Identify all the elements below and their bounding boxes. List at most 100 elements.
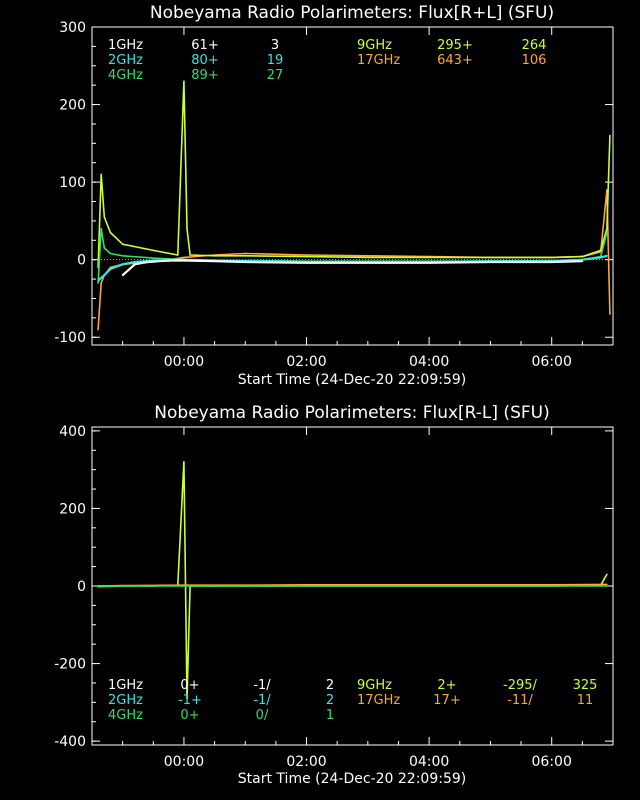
flux-sum-y-tick-label: 100 [59,175,86,191]
flux-sum-point-f9 [244,255,247,257]
flux-diff-y-tick-label: -400 [54,734,86,750]
flux-sum-legend-value: 3 [271,38,279,53]
flux-sum-point-f9 [489,256,492,259]
flux-sum-legend-freq: 1GHz [108,38,143,53]
flux-sum-point-f9 [213,255,216,257]
flux-sum-point-f17 [100,282,102,284]
flux-sum-point-f17 [244,252,247,255]
flux-sum-legend-value: 89+ [191,68,218,83]
flux-diff-panel: Nobeyama Radio Polarimeters: Flux[R-L] (… [54,403,614,787]
flux-sum-legend-freq: 17GHz [357,53,400,68]
flux-sum-point-f1 [489,261,492,263]
flux-sum-point-f4 [152,257,155,259]
flux-sum-point-f2 [134,261,136,263]
flux-diff-legend-freq: 17GHz [357,693,400,708]
flux-sum-plot-frame [91,26,614,346]
flux-diff-y-tick-label: 0 [77,579,86,595]
flux-sum-point-f17 [97,328,99,331]
flux-sum-legend-value: 295+ [437,38,473,53]
flux-diff-point-f4 [606,585,608,587]
flux-sum-point-f2 [103,274,106,276]
flux-diff-legend-value: -11/ [507,693,533,708]
flux-diff-point-f9 [606,573,608,576]
flux-sum-point-f9 [428,256,430,259]
flux-diff-point-f4 [489,585,492,587]
flux-diff-legend-freq: 9GHz [357,678,392,693]
flux-diff-legend-freq: 2GHz [108,693,143,708]
flux-diff-point-f9 [186,697,188,700]
flux-diff-point-f4 [244,585,247,587]
flux-sum-point-f1 [158,260,161,263]
flux-diff-x-label: Start Time (24-Dec-20 22:09:59) [238,771,466,787]
flux-sum-point-f9 [367,256,369,259]
flux-diff-point-f9 [183,461,185,463]
flux-diff-legend-value: 2 [326,678,334,693]
flux-diff-legend-value: -1/ [253,678,271,693]
flux-diff-x-tick-label: 06:00 [532,754,572,770]
flux-sum-panel: Nobeyama Radio Polarimeters: Flux[R+L] (… [54,3,614,388]
flux-diff-legend-value: 1 [326,708,334,723]
flux-diff-legend-value: -1/ [253,693,271,708]
flux-diff-x-tick-label: 02:00 [286,754,326,770]
flux-sum-legend-value: 80+ [191,53,218,68]
flux-diff-x-tick-label: 04:00 [409,754,449,770]
flux-sum-point-f9 [550,256,553,259]
flux-sum-point-f4 [109,252,112,255]
flux-diff-legend-value: 2 [326,693,334,708]
flux-sum-point-f1 [305,261,308,264]
flux-diff-legend-value: 2+ [437,678,456,693]
flux-sum-legend-value: 61+ [191,38,218,53]
flux-diff-series-f4 [98,585,607,588]
flux-sum-point-f9 [121,243,124,245]
flux-sum-legend-value: 27 [267,68,284,83]
flux-sum-point-f9 [189,254,191,256]
flux-diff-point-f4 [428,585,430,587]
flux-sum-point-f4 [103,247,106,249]
flux-sum-point-f9 [458,256,461,259]
flux-sum-point-f4 [100,227,102,230]
flux-diff-y-tick-label: -200 [54,657,86,673]
flux-sum-y-tick-label: 0 [77,253,86,269]
flux-sum-point-f9 [100,173,102,176]
flux-sum-point-f4 [606,231,608,234]
flux-sum-point-f17 [183,256,185,259]
flux-sum-point-f1 [170,259,173,262]
flux-diff-legend-value: 0+ [180,708,199,723]
flux-sum-point-f1 [146,261,148,263]
flux-sum-series-f9 [97,80,611,268]
flux-diff-point-f17 [606,583,608,586]
flux-sum-point-f9 [609,134,611,137]
flux-diff-legend-value: 17+ [433,693,460,708]
flux-sum-point-f1 [581,260,584,263]
flux-sum-point-f9 [305,255,308,258]
flux-sum-point-f17 [606,189,608,191]
flux-diff-point-f4 [97,585,99,588]
flux-sum-point-f17 [367,255,369,257]
flux-sum-x-label: Start Time (24-Dec-20 22:09:59) [238,372,466,388]
flux-sum-point-f4 [97,282,99,284]
flux-diff-series-f9 [98,461,608,700]
flux-sum-point-f1 [134,263,136,266]
flux-sum-x-tick-label: 00:00 [164,354,204,370]
flux-sum-point-f1 [550,261,553,263]
flux-sum-point-f9 [599,249,602,252]
flux-diff-legend-value: 11 [577,693,594,708]
flux-diff-legend-value: 0/ [256,708,269,723]
flux-sum-point-f1 [183,259,185,262]
flux-diff-point-f4 [183,585,185,587]
flux-diff-point-f4 [121,585,124,587]
flux-sum-point-f2 [97,279,99,282]
flux-sum-legend-value: 106 [522,53,547,68]
flux-diff-legend-freq: 4GHz [108,708,143,723]
flux-sum-legend-freq: 2GHz [108,53,143,68]
flux-sum-point-f2 [121,263,124,266]
flux-sum-x-tick-label: 04:00 [409,354,449,370]
flux-diff-y-tick-label: 200 [59,501,86,517]
flux-diff-point-f4 [305,585,308,587]
flux-sum-point-f9 [103,216,106,218]
flux-diff-legend-value: -295/ [503,678,538,693]
flux-diff-legend-value: 0+ [180,678,199,693]
flux-sum-point-f17 [305,254,308,256]
flux-sum-point-f1 [244,261,247,263]
